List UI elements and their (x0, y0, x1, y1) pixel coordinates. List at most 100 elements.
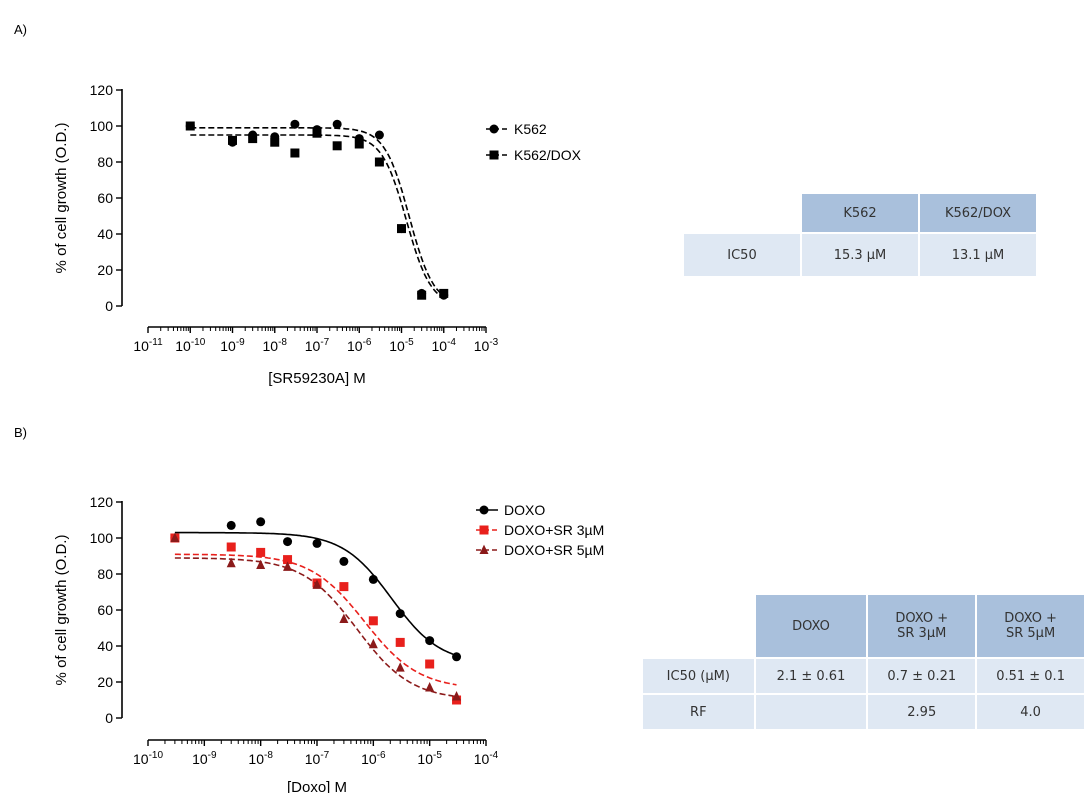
data-point (425, 636, 435, 646)
data-point (368, 616, 378, 626)
table-b-corner (643, 595, 754, 657)
data-point (256, 547, 266, 557)
panel-a-label: A) (14, 22, 27, 37)
y-axis-label: % of cell growth (O.D.) (53, 123, 70, 274)
data-point (452, 691, 462, 701)
fit-curve (190, 134, 445, 299)
series-1-2: K562/DOX (185, 121, 582, 300)
fit-curve (174, 531, 457, 657)
data-point (290, 148, 300, 158)
data-point (339, 556, 349, 566)
data-point (185, 121, 195, 131)
data-point (339, 613, 349, 624)
ic50-table-a: K562 K562/DOX IC50 15.3 µM 13.1 µM (682, 192, 1038, 278)
x-tick-label: 10-3 (474, 337, 499, 354)
data-point (397, 224, 406, 234)
legend-label: DOXO (504, 502, 545, 518)
data-point (395, 609, 405, 619)
table-b-header-doxo-sr3: DOXO + SR 3µM (868, 595, 976, 657)
data-point (270, 137, 280, 147)
data-point (228, 135, 237, 145)
ic50-table-b: DOXO DOXO + SR 3µM DOXO + SR 5µM IC50 (µ… (641, 593, 1086, 731)
data-point (256, 517, 266, 527)
data-point (374, 130, 384, 140)
panel-b-label: B) (14, 425, 27, 440)
data-point (290, 119, 300, 129)
data-point (395, 662, 405, 672)
x-tick-label: 10-9 (220, 337, 245, 354)
table-a-header-k562: K562 (802, 194, 918, 232)
chart-1: 0 20 40 60 80 100 120 % of cell growth (O.D.) 10… (53, 82, 582, 387)
data-point (226, 557, 236, 568)
series-2-2: DOXO+SR 3µM (170, 522, 604, 705)
data-point (332, 141, 342, 151)
data-point (332, 119, 342, 129)
y-tick-label: 120 (90, 82, 114, 98)
legend-label: K562/DOX (514, 147, 582, 163)
data-point (256, 559, 266, 570)
y-tick-label: 60 (97, 190, 113, 206)
data-point (226, 542, 236, 552)
x-axis-label: [Doxo] M (287, 779, 347, 793)
data-point (283, 555, 293, 565)
y-tick-label: 100 (90, 118, 114, 134)
table-a-header-k562dox: K562/DOX (920, 194, 1036, 232)
table-a-corner (684, 194, 800, 232)
data-point (248, 134, 258, 144)
x-tick-label: 10-6 (361, 750, 386, 767)
table-b-ic50-sr5: 0.51 ± 0.1 (977, 659, 1084, 693)
data-point (395, 637, 405, 647)
data-point (312, 128, 322, 138)
x-tick-label: 10-4 (474, 750, 499, 767)
chart-2: 0 20 40 60 80 100 120 % of cell growth (O.D.) 10… (53, 494, 604, 793)
data-point (283, 561, 293, 571)
x-tick-label: 10-11 (133, 337, 163, 354)
data-point (226, 520, 236, 530)
x-tick-label: 10-10 (175, 337, 205, 354)
x-axis-label: [SR59230A] M (268, 370, 366, 387)
data-point (374, 157, 384, 167)
table-b-rf-label: RF (643, 695, 754, 729)
table-b-ic50-doxo: 2.1 ± 0.61 (755, 659, 867, 693)
y-tick-label: 120 (90, 494, 114, 510)
y-tick-label: 20 (97, 262, 113, 278)
legend-marker (479, 525, 489, 535)
data-point (452, 652, 462, 662)
x-tick-label: 10-10 (133, 750, 163, 767)
legend-marker (479, 505, 489, 515)
table-b-rf-sr5: 4.0 (977, 695, 1084, 729)
data-point (312, 579, 322, 589)
data-point (283, 537, 293, 547)
x-tick-label: 10-5 (389, 337, 414, 354)
table-b-header-doxo-sr5: DOXO + SR 5µM (977, 595, 1084, 657)
legend-marker (479, 544, 489, 555)
data-point (417, 290, 427, 300)
series-2-3: DOXO+SR 5µM (170, 532, 604, 701)
x-tick-label: 10-4 (432, 337, 457, 354)
y-tick-label: 0 (105, 710, 113, 726)
y-tick-label: 40 (97, 638, 113, 654)
table-b-ic50-sr3: 0.7 ± 0.21 (868, 659, 976, 693)
y-tick-label: 20 (97, 674, 113, 690)
data-point (425, 659, 435, 669)
legend-label: DOXO+SR 3µM (504, 522, 604, 538)
x-tick-label: 10-7 (305, 750, 330, 767)
data-point (368, 574, 378, 584)
data-point (339, 582, 349, 592)
y-tick-label: 60 (97, 602, 113, 618)
data-point (170, 532, 180, 543)
x-tick-label: 10-5 (417, 750, 442, 767)
y-tick-label: 100 (90, 530, 114, 546)
table-a-cell-k562dox: 13.1 µM (920, 234, 1036, 276)
y-axis-label: % of cell growth (O.D.) (53, 535, 70, 686)
legend-marker (489, 150, 499, 160)
data-point (368, 638, 378, 649)
y-tick-label: 80 (97, 154, 113, 170)
legend-label: K562 (514, 121, 547, 137)
data-point (312, 538, 322, 548)
table-b-rf-doxo (755, 695, 867, 729)
x-tick-label: 10-8 (248, 750, 273, 767)
data-point (354, 139, 364, 149)
y-tick-label: 0 (105, 298, 113, 314)
y-tick-label: 40 (97, 226, 113, 242)
